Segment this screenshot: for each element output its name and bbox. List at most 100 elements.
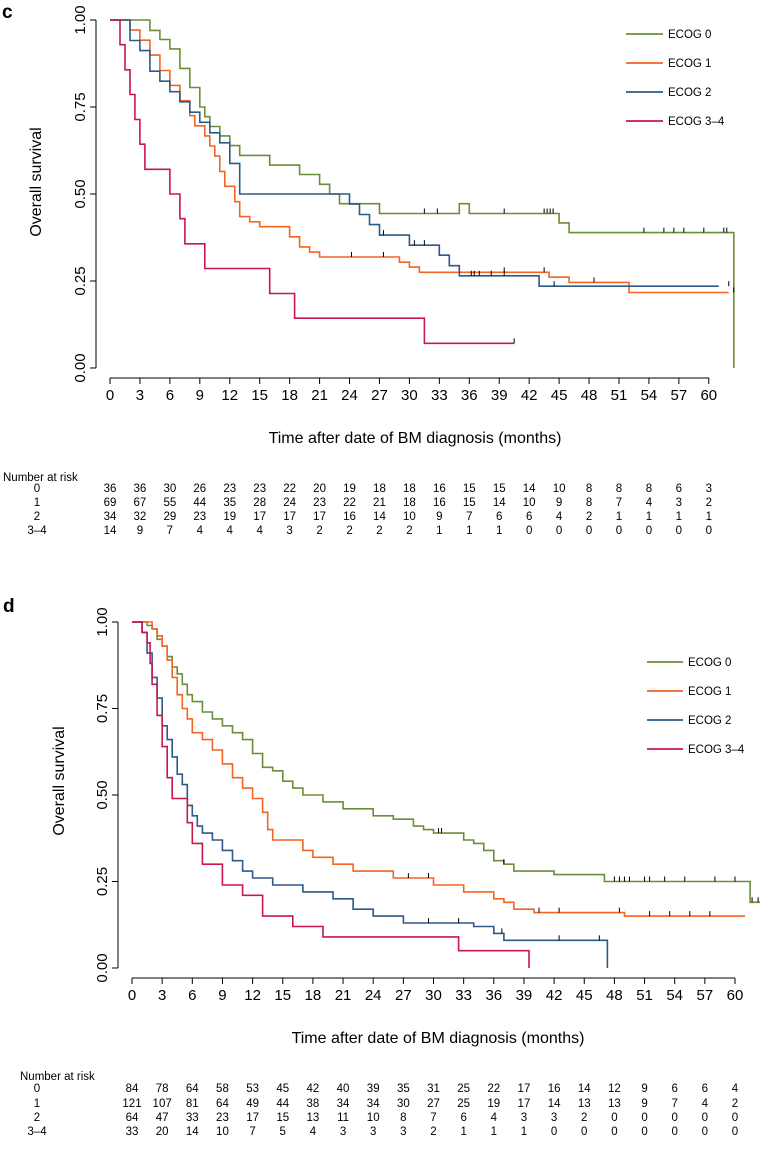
risk-cell: 3 — [340, 1126, 346, 1138]
risk-cell: 15 — [463, 483, 476, 495]
risk-cell: 0 — [616, 525, 622, 537]
risk-cell: 16 — [433, 497, 446, 509]
km-curve-ecog-3-4 — [110, 19, 515, 345]
x-tick-label: 54 — [666, 987, 683, 1004]
risk-cell: 44 — [193, 497, 206, 509]
km-curve-ecog-0 — [110, 19, 735, 368]
risk-cell: 1 — [496, 525, 502, 537]
risk-cell: 18 — [373, 483, 386, 495]
risk-cell: 26 — [193, 483, 206, 495]
risk-cell: 55 — [163, 497, 176, 509]
y-tick-label: 1.00 — [72, 5, 89, 34]
legend-label: ECOG 1 — [668, 58, 711, 70]
risk-cell: 78 — [156, 1083, 169, 1095]
x-tick-label: 30 — [401, 387, 418, 404]
risk-cell: 81 — [186, 1098, 199, 1110]
risk-row-label: 1 — [34, 497, 40, 509]
x-tick-label: 48 — [581, 387, 598, 404]
x-tick-label: 27 — [371, 387, 388, 404]
risk-cell: 0 — [676, 525, 682, 537]
risk-cell: 69 — [104, 497, 117, 509]
km-curve-ecog-0 — [132, 621, 761, 904]
risk-cell: 4 — [310, 1126, 317, 1138]
risk-cell: 31 — [427, 1083, 440, 1095]
risk-cell: 64 — [216, 1098, 229, 1110]
km-curve-ecog-3-4 — [132, 621, 530, 968]
risk-cell: 19 — [223, 511, 236, 523]
risk-cell: 64 — [126, 1112, 139, 1124]
x-tick-label: 6 — [188, 987, 196, 1004]
risk-cell: 34 — [367, 1098, 380, 1110]
x-tick-label: 18 — [281, 387, 298, 404]
axes-c: 0 3 6 9 12 15 18 21 24 27 30 33 36 39 42 45 48 51 54 57 600.… — [72, 5, 717, 404]
risk-cell: 4 — [197, 525, 204, 537]
risk-cell: 53 — [246, 1083, 259, 1095]
risk-cell: 0 — [706, 525, 712, 537]
x-tick-label: 33 — [455, 987, 472, 1004]
risk-cell: 6 — [671, 1083, 677, 1095]
y-axis-label-c: Overall survival — [28, 127, 45, 236]
risk-cell: 0 — [641, 1112, 647, 1124]
risk-row-label: 1 — [34, 1098, 40, 1110]
x-tick-label: 3 — [136, 387, 144, 404]
risk-cell: 1 — [706, 511, 712, 523]
risk-cell: 7 — [616, 497, 622, 509]
x-tick-label: 27 — [395, 987, 412, 1004]
risk-cell: 33 — [126, 1126, 139, 1138]
risk-cell: 13 — [578, 1098, 591, 1110]
risk-cell: 14 — [548, 1098, 561, 1110]
risk-cell: 10 — [523, 497, 536, 509]
risk-cell: 121 — [122, 1098, 141, 1110]
risk-cell: 17 — [253, 511, 266, 523]
risk-cell: 8 — [586, 483, 592, 495]
risk-cell: 2 — [346, 525, 352, 537]
risk-cell: 9 — [556, 497, 562, 509]
x-tick-label: 21 — [311, 387, 328, 404]
risk-cell: 9 — [641, 1098, 647, 1110]
risk-cell: 8 — [646, 483, 652, 495]
risk-row-label: 3–4 — [27, 525, 47, 537]
risk-cell: 1 — [466, 525, 472, 537]
risk-cell: 5 — [280, 1126, 286, 1138]
risk-cell: 1 — [521, 1126, 527, 1138]
risk-cell: 67 — [134, 497, 147, 509]
risk-cell: 8 — [400, 1112, 406, 1124]
risk-row-label: 2 — [34, 511, 40, 523]
legend-label: ECOG 3–4 — [688, 744, 745, 756]
km-curve-ecog-1 — [132, 621, 746, 917]
panel-label-d: d — [3, 596, 15, 617]
risk-cell: 23 — [253, 483, 266, 495]
risk-cell: 4 — [256, 525, 263, 537]
y-tick-label: 0.00 — [94, 953, 111, 982]
risk-cell: 30 — [163, 483, 176, 495]
risk-cell: 14 — [104, 525, 117, 537]
legend-label: ECOG 0 — [688, 657, 731, 669]
risk-cell: 20 — [313, 483, 326, 495]
risk-cell: 1 — [676, 511, 682, 523]
risk-cell: 15 — [463, 497, 476, 509]
x-axis-label-c: Time after date of BM diagnosis (months) — [269, 430, 562, 447]
risk-cell: 2 — [376, 525, 382, 537]
risk-cell: 1 — [491, 1126, 497, 1138]
risk-cell: 4 — [227, 525, 234, 537]
risk-cell: 6 — [496, 511, 502, 523]
risk-cell: 32 — [134, 511, 147, 523]
risk-cell: 6 — [526, 511, 532, 523]
risk-cell: 0 — [702, 1112, 708, 1124]
risk-cell: 7 — [466, 511, 472, 523]
risk-cell: 107 — [153, 1098, 172, 1110]
risk-cell: 0 — [732, 1112, 738, 1124]
risk-cell: 0 — [671, 1112, 677, 1124]
risk-cell: 18 — [403, 483, 416, 495]
risk-cell: 7 — [249, 1126, 255, 1138]
risk-cell: 22 — [487, 1083, 500, 1095]
panel-c: c Overall survival Time after date of BM… — [2, 2, 735, 537]
y-tick-label: 0.50 — [94, 780, 111, 809]
x-axis-label-d: Time after date of BM diagnosis (months) — [292, 1030, 585, 1047]
risk-cell: 58 — [216, 1083, 229, 1095]
risk-cell: 17 — [518, 1098, 531, 1110]
risk-cell: 42 — [307, 1083, 320, 1095]
risk-cell: 25 — [457, 1083, 470, 1095]
risk-cell: 17 — [518, 1083, 531, 1095]
